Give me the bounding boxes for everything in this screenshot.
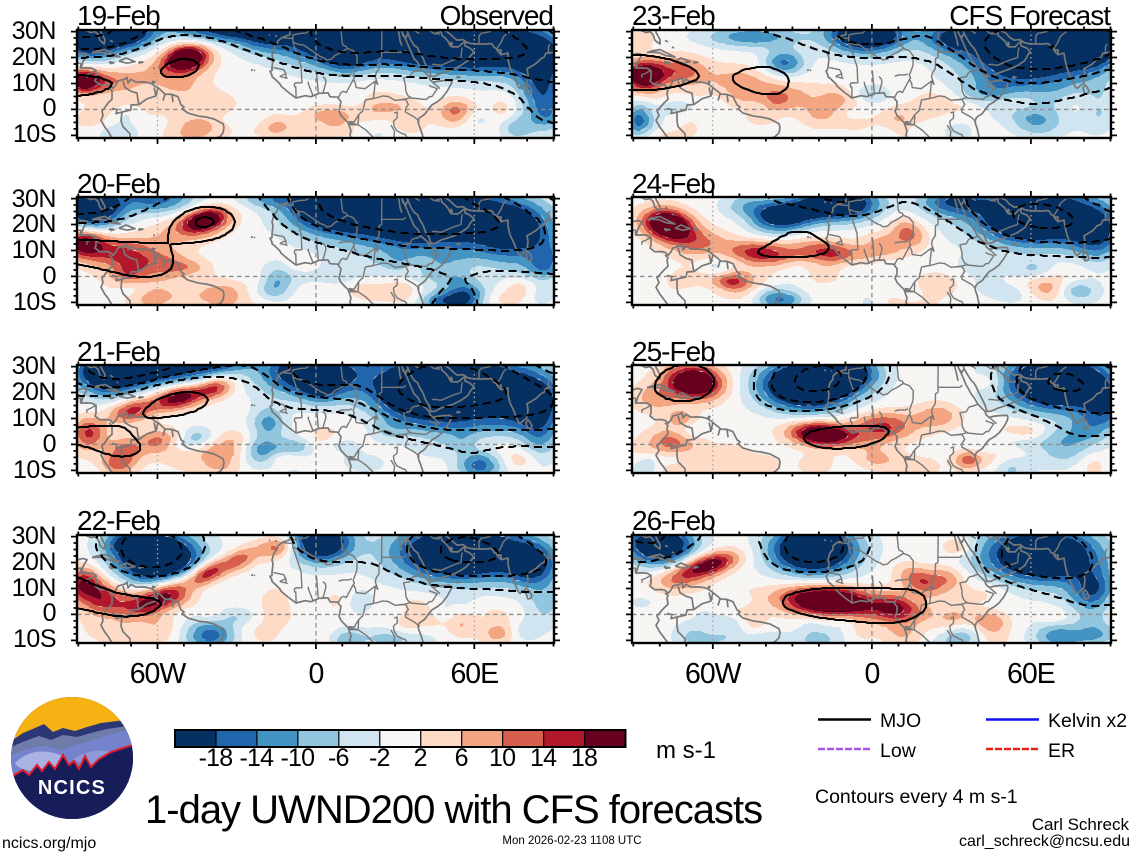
svg-text:NCICS: NCICS: [38, 777, 106, 799]
